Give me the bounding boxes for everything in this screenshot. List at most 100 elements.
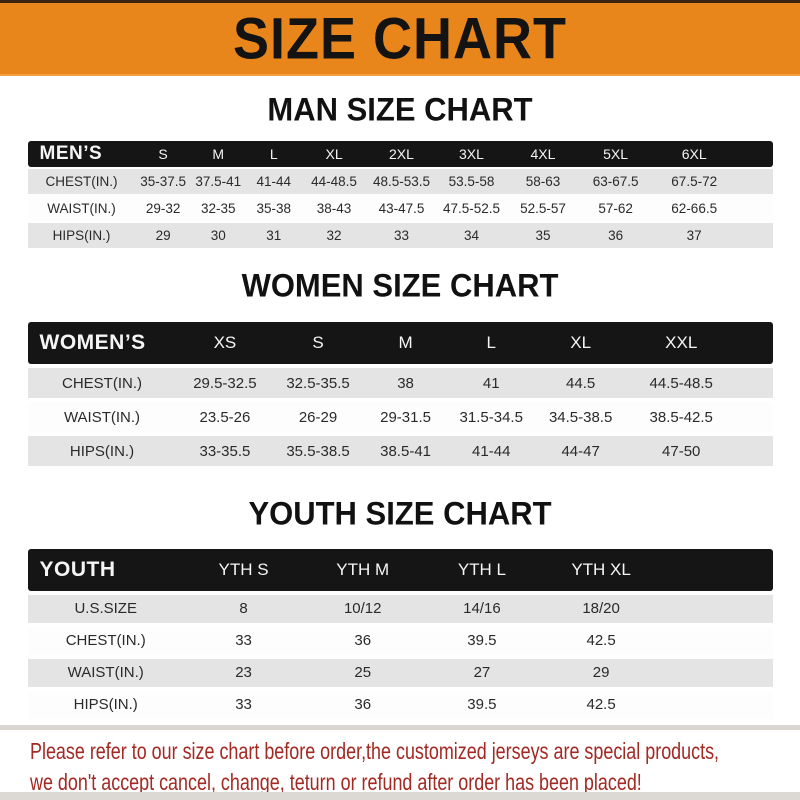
youth-col-header: YTH M <box>303 548 423 591</box>
size-cell: 41-44 <box>256 173 291 189</box>
size-cell: 38.5-42.5 <box>649 408 713 426</box>
size-cell: 63-67.5 <box>592 173 639 189</box>
women-col-header: XXL <box>627 322 736 365</box>
size-cell: 42.5 <box>586 696 616 714</box>
row-label: HIPS(IN.) <box>69 442 135 460</box>
youth-ussize-row: U.S.SIZE 8 10/12 14/16 18/20 <box>27 594 773 623</box>
size-cell: 53.5-58 <box>448 173 495 189</box>
size-cell: 57-62 <box>598 200 633 216</box>
filler-cell <box>737 169 773 194</box>
size-cell: 35-37.5 <box>140 173 186 189</box>
filler-cell <box>735 436 772 466</box>
men-col-header: 3XL <box>436 140 507 167</box>
row-label: CHEST(IN.) <box>62 374 142 392</box>
filler-cell <box>737 196 773 221</box>
size-cell: 37 <box>686 227 702 243</box>
row-label: WAIST(IN.) <box>47 200 116 216</box>
men-hips-row: HIPS(IN.) 29 30 31 32 33 34 35 36 37 <box>27 222 773 248</box>
size-cell: 47.5-52.5 <box>442 200 500 216</box>
footer-line-2: we don't accept cancel, change, teturn o… <box>30 768 642 795</box>
size-cell: 27 <box>473 664 491 682</box>
size-cell: 25 <box>354 664 372 682</box>
size-chart-banner: SIZE CHART <box>0 0 800 76</box>
men-col-header: M <box>190 140 246 167</box>
size-cell: 32-35 <box>200 200 236 216</box>
size-cell: 44-47 <box>561 442 600 460</box>
footer-note: Please refer to our size chart before or… <box>0 736 800 798</box>
women-header-row: WOMEN’S XS S M L XL XXL <box>27 322 773 365</box>
row-label: HIPS(IN.) <box>52 227 111 243</box>
women-section-heading: WOMEN SIZE CHART <box>241 266 559 304</box>
filler-cell <box>661 691 773 719</box>
youth-col-header: YTH XL <box>541 548 661 591</box>
size-cell: 33-35.5 <box>199 442 251 460</box>
size-cell: 30 <box>210 227 226 243</box>
men-col-header: S <box>135 140 191 167</box>
youth-chest-row: CHEST(IN.) 33 36 39.5 42.5 <box>27 626 773 655</box>
size-cell: 29 <box>592 664 610 682</box>
size-cell: 32.5-35.5 <box>286 374 350 392</box>
youth-waist-row: WAIST(IN.) 23 25 27 29 <box>27 658 773 687</box>
row-label: CHEST(IN.) <box>65 632 146 650</box>
size-cell: 34.5-38.5 <box>548 408 613 426</box>
size-cell: 33 <box>393 227 409 243</box>
youth-size-chart-section: YOUTH SIZE CHART YOUTH YTH S YTH M YTH L… <box>0 495 800 723</box>
size-cell: 36 <box>354 632 372 650</box>
men-chest-row: CHEST(IN.) 35-37.5 37.5-41 41-44 44-48.5… <box>27 168 773 194</box>
row-label: CHEST(IN.) <box>45 173 118 189</box>
women-col-header: S <box>273 322 363 365</box>
size-cell: 35.5-38.5 <box>286 442 350 460</box>
size-cell: 33 <box>235 696 252 714</box>
size-cell: 43-47.5 <box>378 200 425 216</box>
men-header-row: MEN’S S M L XL 2XL 3XL 4XL 5XL 6XL <box>27 140 773 167</box>
men-col-header: XL <box>301 140 367 167</box>
women-hips-row: HIPS(IN.) 33-35.5 35.5-38.5 38.5-41 41-4… <box>27 436 773 467</box>
size-cell: 58-63 <box>525 173 561 189</box>
size-cell: 38.5-41 <box>380 442 431 460</box>
men-waist-row: WAIST(IN.) 29-32 32-35 35-38 38-43 43-47… <box>27 195 773 221</box>
women-col-header: XS <box>176 322 274 365</box>
men-col-header: 2XL <box>366 140 437 167</box>
men-group-label: MEN’S <box>27 140 136 167</box>
women-col-header: M <box>362 322 449 365</box>
size-cell: 33 <box>235 632 252 650</box>
women-col-header: XL <box>534 322 628 365</box>
filler-cell <box>735 368 772 398</box>
row-label: WAIST(IN.) <box>67 664 144 682</box>
row-label: HIPS(IN.) <box>73 696 138 714</box>
size-cell: 8 <box>239 600 248 618</box>
men-col-header: 6XL <box>651 140 737 167</box>
size-cell: 44.5-48.5 <box>649 374 713 392</box>
youth-col-header: YTH L <box>422 548 542 591</box>
size-cell: 37.5-41 <box>195 173 242 189</box>
size-cell: 34 <box>463 227 479 243</box>
size-cell: 35-38 <box>256 200 291 216</box>
women-size-chart-section: WOMEN SIZE CHART WOMEN’S XS S M L XL XXL… <box>0 266 800 471</box>
youth-header-row: YOUTH YTH S YTH M YTH L YTH XL <box>27 548 773 591</box>
size-cell: 32 <box>326 227 342 243</box>
youth-size-table: YOUTH YTH S YTH M YTH L YTH XL U.S.SIZE … <box>27 545 773 723</box>
size-cell: 67.5-72 <box>671 173 718 189</box>
size-cell: 29.5-32.5 <box>193 374 257 392</box>
men-section-heading: MAN SIZE CHART <box>267 91 533 128</box>
bottom-strip <box>0 792 800 800</box>
filler-cell <box>661 659 773 687</box>
footer-line-1: Please refer to our size chart before or… <box>30 737 720 764</box>
size-cell: 52.5-57 <box>520 200 566 216</box>
filler-cell <box>660 548 773 591</box>
youth-col-header: YTH S <box>183 548 304 591</box>
filler-cell <box>736 140 773 167</box>
filler-cell <box>661 595 773 623</box>
youth-section-heading: YOUTH SIZE CHART <box>248 495 552 532</box>
size-cell: 14/16 <box>463 600 501 618</box>
size-cell: 35 <box>535 227 551 243</box>
size-cell: 31.5-34.5 <box>459 408 523 426</box>
women-col-header: L <box>448 322 535 365</box>
women-group-label: WOMEN’S <box>27 322 177 365</box>
row-label: U.S.SIZE <box>74 600 137 618</box>
size-cell: 39.5 <box>467 696 497 714</box>
banner-title: SIZE CHART <box>233 6 567 71</box>
men-size-chart-section: MAN SIZE CHART MEN’S S M L XL 2XL 3XL 4X… <box>0 91 800 250</box>
size-cell: 36 <box>354 696 372 714</box>
size-cell: 10/12 <box>343 600 382 618</box>
